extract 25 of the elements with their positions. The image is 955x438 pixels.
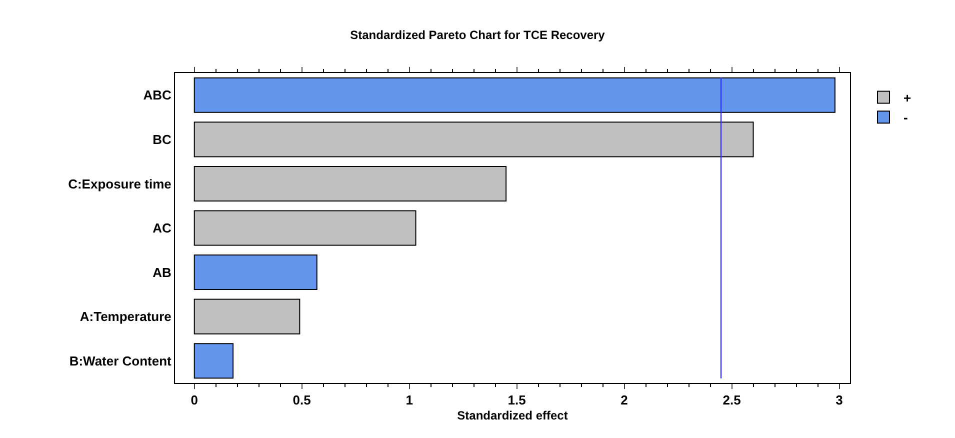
y-tick-label: C:Exposure time [68, 176, 172, 192]
y-tick-label: AC [152, 220, 172, 236]
y-tick-label: A:Temperature [80, 309, 172, 324]
x-tick-label: 0.5 [292, 392, 311, 408]
y-tick-label: ABC [143, 88, 172, 103]
legend-label: - [904, 110, 908, 126]
legend-label: + [904, 90, 912, 106]
y-tick-label: B:Water Content [69, 353, 172, 368]
y-tick-label: AB [152, 264, 172, 280]
bar [194, 122, 754, 158]
x-tick-label: 2 [620, 392, 628, 408]
bar [194, 343, 234, 379]
x-tick-label: 0 [190, 392, 198, 408]
bar [194, 298, 300, 334]
x-tick-label: 1 [406, 392, 413, 408]
bar [194, 254, 318, 290]
y-tick-label: BC [152, 132, 172, 147]
bar [194, 166, 507, 202]
chart-title: Standardized Pareto Chart for TCE Recovery [350, 28, 606, 42]
x-tick-label: 3 [836, 392, 843, 408]
x-tick-label: 1.5 [508, 392, 526, 408]
bar [194, 77, 836, 113]
bar [194, 210, 416, 246]
x-tick-label: 2.5 [722, 392, 741, 408]
x-axis-title: Standardized effect [457, 408, 568, 422]
